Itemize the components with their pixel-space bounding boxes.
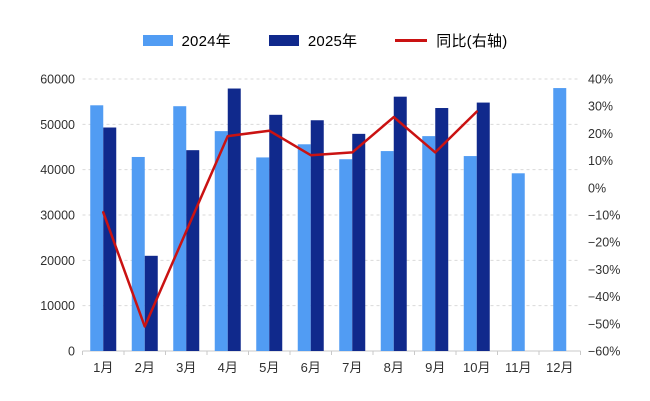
x-axis-label-8月: 8月 [384, 360, 404, 375]
legend-swatch-2024-icon [142, 34, 173, 46]
right-axis-tick-label: −20% [588, 236, 620, 250]
right-axis-tick-label: 10% [588, 154, 613, 168]
bar-2024-12月 [553, 88, 567, 352]
left-axis-tick-label: 10000 [40, 299, 75, 313]
bar-2024-7月 [339, 159, 353, 351]
right-axis-tick-label: −30% [588, 263, 620, 277]
bar-2024-9月 [422, 136, 436, 351]
x-axis-label-12月: 12月 [546, 360, 573, 375]
right-axis-tick-label: −60% [588, 345, 620, 359]
x-axis-label-11月: 11月 [505, 360, 532, 375]
bar-2024-4月 [214, 131, 228, 351]
chart-legend: 2024年 2025年 同比(右轴) [0, 28, 650, 52]
bar-2025-3月 [186, 150, 200, 351]
legend-label-2024: 2024年 [181, 32, 231, 50]
right-axis-tick-label: 20% [588, 127, 613, 141]
x-axis-label-6月: 6月 [301, 360, 321, 375]
bar-2025-7月 [352, 133, 366, 351]
left-axis-tick-label: 60000 [40, 73, 75, 87]
x-axis-label-4月: 4月 [218, 360, 238, 375]
x-axis-label-3月: 3月 [176, 360, 196, 375]
left-axis-tick-label: 40000 [40, 163, 75, 177]
bar-2024-6月 [297, 144, 311, 351]
bar-2025-6月 [310, 120, 324, 352]
bar-2025-4月 [227, 88, 241, 352]
left-axis-tick-label: 30000 [40, 209, 75, 223]
legend-label-yoy: 同比(右轴) [436, 32, 508, 50]
bar-2025-10月 [476, 102, 490, 351]
left-axis-tick-label: 50000 [40, 118, 75, 132]
bar-2025-2月 [144, 255, 158, 351]
x-axis-label-1月: 1月 [93, 360, 113, 375]
bar-2024-10月 [463, 156, 477, 351]
right-axis-tick-label: −50% [588, 317, 620, 331]
left-axis-tick-label: 20000 [40, 254, 75, 268]
legend-item-yoy: 同比(右轴) [395, 30, 507, 51]
x-axis-label-5月: 5月 [259, 360, 279, 375]
bar-2024-5月 [256, 157, 270, 351]
x-axis-label-2月: 2月 [135, 360, 155, 375]
bar-2024-11月 [511, 173, 525, 351]
bar-2025-8月 [393, 96, 407, 352]
right-axis-tick-label: 0% [588, 181, 606, 195]
x-axis-label-7月: 7月 [342, 360, 362, 375]
legend-item-2025: 2025年 [268, 30, 358, 51]
x-axis-label-9月: 9月 [425, 360, 445, 375]
bar-2025-5月 [269, 114, 283, 352]
right-axis-tick-label: −10% [588, 209, 620, 223]
bar-2024-1月 [90, 105, 104, 351]
legend-item-2024: 2024年 [142, 30, 231, 51]
right-axis-tick-label: 30% [588, 100, 613, 114]
bar-2025-1月 [103, 127, 117, 351]
bar-2025-9月 [435, 108, 449, 351]
legend-swatch-2025-icon [268, 34, 299, 46]
x-axis-label-10月: 10月 [463, 360, 490, 375]
yoy-line [102, 110, 478, 328]
bar-2024-8月 [380, 151, 394, 351]
left-axis-tick-label: 0 [68, 345, 75, 359]
bar-2024-3月 [173, 106, 187, 351]
right-axis-tick-label: −40% [588, 290, 620, 304]
right-axis-tick-label: 40% [588, 73, 613, 87]
legend-label-2025: 2025年 [307, 32, 358, 50]
legend-line-icon [395, 38, 428, 42]
